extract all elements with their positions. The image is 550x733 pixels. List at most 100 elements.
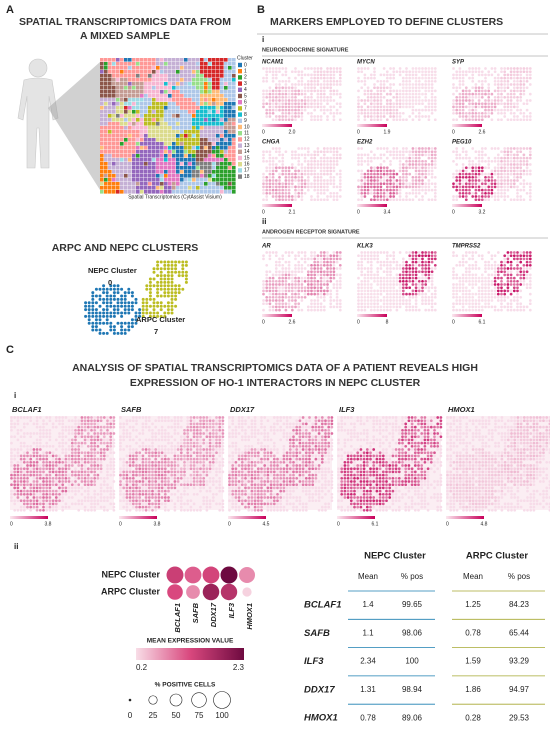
cluster-spot bbox=[145, 304, 149, 308]
cluster-spot bbox=[98, 314, 102, 318]
tissue-spot bbox=[58, 499, 61, 503]
tissue-spot bbox=[366, 270, 370, 274]
cluster-spot bbox=[112, 70, 116, 74]
tissue-spot bbox=[506, 305, 510, 309]
tissue-spot bbox=[274, 99, 278, 102]
tissue-spot bbox=[430, 89, 434, 93]
colorbar bbox=[262, 314, 292, 317]
cluster-spot bbox=[166, 267, 170, 271]
tissue-spot bbox=[395, 289, 399, 293]
tissue-spot bbox=[369, 299, 373, 302]
tissue-spot bbox=[424, 279, 428, 283]
tissue-spot bbox=[427, 108, 431, 112]
cluster-spot bbox=[212, 118, 216, 122]
caption: Spatial Transcriptomics (CytAssist Visiu… bbox=[128, 194, 222, 200]
cluster-spot bbox=[196, 74, 200, 78]
tissue-spot bbox=[329, 295, 333, 299]
cluster-spot bbox=[224, 110, 228, 114]
tissue-spot bbox=[461, 73, 465, 77]
tissue-spot bbox=[468, 166, 471, 170]
tissue-spot bbox=[490, 172, 494, 176]
tissue-spot bbox=[405, 89, 408, 93]
tissue-spot bbox=[452, 175, 455, 179]
tissue-spot bbox=[382, 83, 386, 86]
tissue-spot bbox=[461, 292, 465, 296]
tissue-spot bbox=[452, 251, 455, 254]
tissue-spot bbox=[19, 448, 23, 451]
tissue-spot bbox=[519, 89, 523, 93]
tissue-spot bbox=[303, 276, 307, 280]
tissue-spot bbox=[468, 105, 471, 109]
tissue-spot bbox=[329, 147, 333, 150]
tissue-spot bbox=[319, 302, 323, 306]
tissue-spot bbox=[45, 486, 49, 490]
cluster-spot bbox=[184, 162, 188, 166]
cluster-spot bbox=[120, 106, 124, 110]
tissue-spot bbox=[433, 105, 437, 109]
cluster-spot bbox=[152, 267, 156, 271]
tissue-spot bbox=[335, 254, 339, 258]
cluster-spot bbox=[112, 90, 116, 94]
tissue-spot bbox=[480, 153, 484, 157]
tissue-spot bbox=[477, 295, 481, 299]
tissue-spot bbox=[281, 153, 285, 157]
cluster-spot bbox=[196, 130, 200, 134]
tissue-spot bbox=[322, 76, 326, 80]
tissue-spot bbox=[268, 153, 272, 157]
cluster-spot bbox=[120, 166, 124, 170]
cluster-spot bbox=[116, 291, 120, 295]
tissue-spot bbox=[35, 480, 39, 483]
cluster-spot bbox=[176, 146, 180, 150]
tissue-spot bbox=[516, 70, 519, 74]
cluster-spot bbox=[128, 122, 132, 126]
tissue-spot bbox=[490, 169, 494, 173]
cluster-spot bbox=[196, 106, 200, 110]
tissue-spot bbox=[468, 108, 471, 112]
tissue-spot bbox=[58, 473, 61, 477]
cluster-spot bbox=[108, 142, 112, 146]
tissue-spot bbox=[281, 105, 285, 109]
cluster-spot bbox=[108, 86, 112, 90]
cluster-spot bbox=[212, 114, 216, 118]
tissue-spot bbox=[395, 279, 399, 283]
tissue-spot bbox=[22, 454, 26, 458]
tissue-spot bbox=[468, 273, 471, 277]
tissue-spot bbox=[313, 302, 317, 306]
tissue-spot bbox=[516, 159, 519, 163]
cluster-spot bbox=[120, 325, 124, 329]
tissue-spot bbox=[19, 492, 23, 496]
cluster-spot bbox=[140, 114, 144, 118]
tissue-spot bbox=[509, 70, 513, 74]
cluster-spot bbox=[112, 118, 116, 122]
cluster-spot bbox=[192, 142, 196, 146]
tissue-spot bbox=[48, 416, 52, 419]
tissue-spot bbox=[484, 179, 487, 182]
cluster-spot bbox=[128, 118, 132, 122]
cluster-spot bbox=[120, 146, 124, 150]
tissue-spot bbox=[424, 169, 428, 173]
tissue-spot bbox=[271, 276, 275, 280]
tissue-spot bbox=[319, 263, 323, 267]
tissue-spot bbox=[290, 270, 294, 274]
tissue-spot bbox=[379, 198, 383, 202]
cluster-spot bbox=[188, 90, 192, 94]
cluster-spot bbox=[180, 186, 184, 190]
tissue-spot bbox=[284, 115, 288, 118]
tissue-spot bbox=[373, 118, 376, 122]
tissue-spot bbox=[408, 95, 412, 99]
tissue-spot bbox=[303, 159, 307, 163]
tissue-spot bbox=[477, 185, 481, 189]
tissue-spot bbox=[398, 267, 402, 270]
tissue-spot bbox=[265, 302, 269, 306]
cluster-spot bbox=[224, 114, 228, 118]
tissue-spot bbox=[427, 254, 431, 258]
cluster-spot bbox=[228, 110, 232, 114]
tissue-spot bbox=[480, 73, 484, 77]
cluster-spot bbox=[160, 138, 164, 142]
tissue-spot bbox=[313, 76, 317, 80]
tissue-spot bbox=[503, 263, 507, 267]
tissue-spot bbox=[480, 159, 484, 163]
cluster-spot bbox=[216, 190, 220, 194]
tissue-spot bbox=[471, 166, 475, 170]
tissue-spot bbox=[281, 73, 285, 77]
